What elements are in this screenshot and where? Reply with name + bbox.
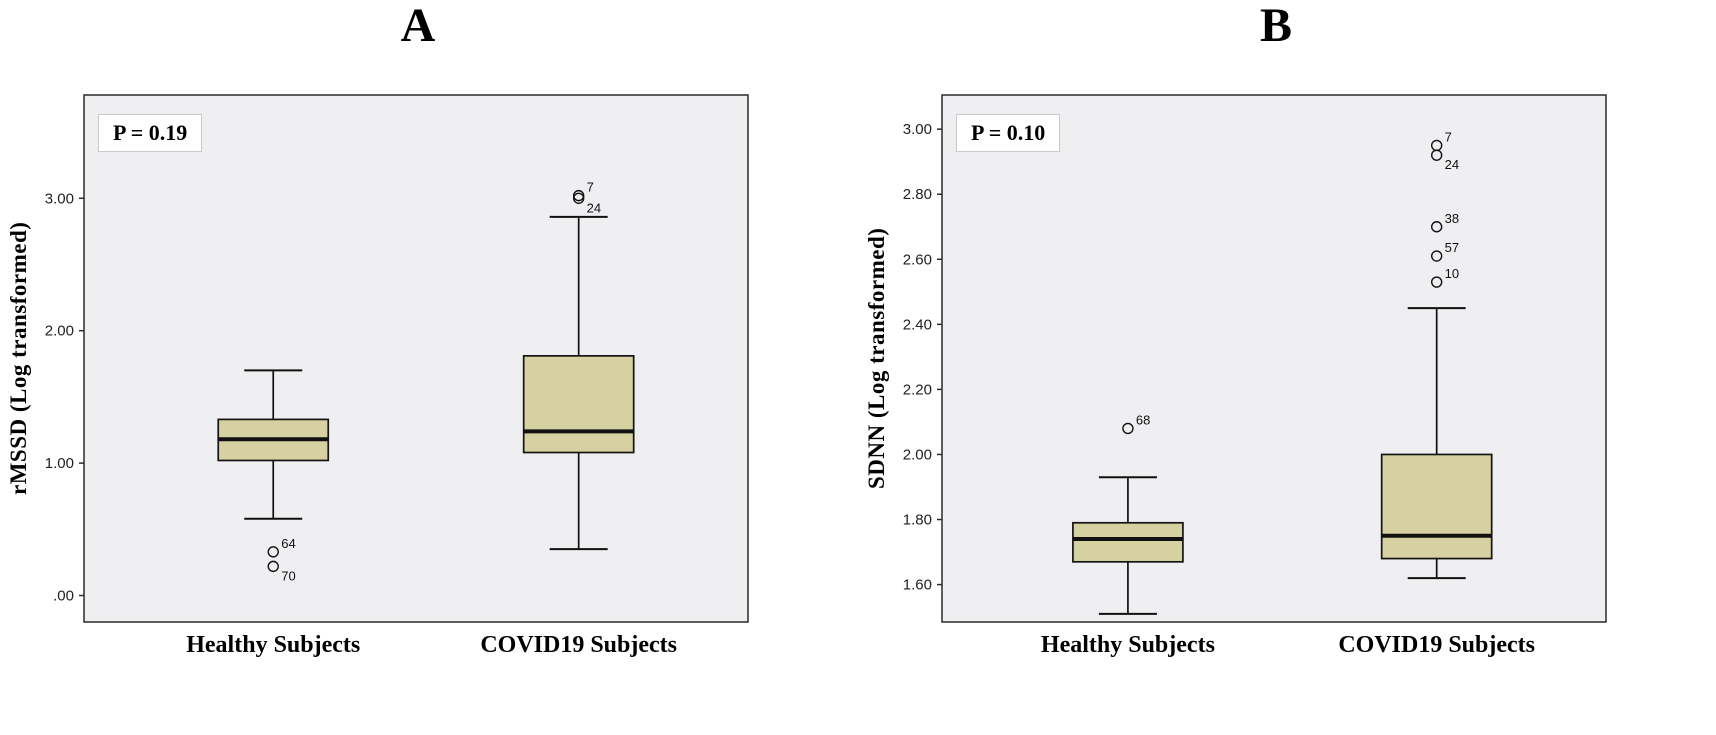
group-covid19-outlier-point <box>572 192 585 204</box>
group-covid19-outlier-label: 24 <box>587 200 601 215</box>
panel-b: B 1.60 1.80 2.00 2.20 2.40 2.60 2.80 3.00 68 7 24 3… <box>858 0 1716 735</box>
group-covid19-outlier-point <box>1430 276 1443 288</box>
group-covid19-outlier-label: 57 <box>1445 240 1459 255</box>
panel-b-boxplot-canvas: 1.60 1.80 2.00 2.20 2.40 2.60 2.80 3.00 68 7 24 38 5… <box>903 94 1607 623</box>
panel-a-title: A <box>400 0 436 52</box>
y-tick-label: 3.00 <box>903 121 932 138</box>
y-tick-label: .00 <box>53 588 74 605</box>
group-healthy-outlier-point <box>267 560 279 573</box>
y-tick-label: 2.00 <box>903 446 932 463</box>
group-covid19-outlier-label: 7 <box>1445 129 1452 144</box>
group-healthy-outlier-label: 70 <box>281 568 295 583</box>
group-covid19-outlier-point <box>1430 221 1443 233</box>
panel-b-category-healthy-subjects: Healthy Subjects <box>1040 632 1215 658</box>
y-tick-label: 2.00 <box>45 323 74 340</box>
group-covid19-outlier-label: 24 <box>1445 157 1459 172</box>
y-tick-label: 3.00 <box>45 190 74 207</box>
panel-a-pvalue-label: P = 0.19 <box>98 114 203 152</box>
group-covid19-outlier-label: 10 <box>1445 266 1459 281</box>
y-tick-label: 1.00 <box>45 455 74 472</box>
group-healthy-outlier-point <box>1122 422 1134 435</box>
group-covid19-outlier-point <box>1430 250 1443 262</box>
y-tick-label: 2.40 <box>903 316 932 333</box>
group-healthy-outlier-label: 64 <box>281 536 295 551</box>
panel-a-boxplot-canvas: .00 1.00 2.00 3.00 64 70 7 24 <box>45 94 749 623</box>
panel-b-pvalue-label: P = 0.10 <box>956 114 1061 152</box>
group-covid19-outlier-label: 7 <box>587 180 594 195</box>
y-tick-label: 2.60 <box>903 251 932 268</box>
y-tick-label: 1.80 <box>903 512 932 529</box>
y-tick-label: 2.80 <box>903 186 932 203</box>
plot-area <box>83 94 749 623</box>
panel-a-category-covid19-subjects: COVID19 Subjects <box>480 632 678 658</box>
group-covid19-outlier-point <box>1430 149 1443 161</box>
panel-b-category-covid19-subjects: COVID19 Subjects <box>1338 632 1536 658</box>
panel-a: A .00 1.00 2.00 3.00 64 70 7 24 rMSSD (Log tran… <box>6 0 749 658</box>
panel-b-y-axis-label: SDNN (Log transformed) <box>864 227 889 490</box>
group-covid19-iqr-box <box>522 355 635 454</box>
group-healthy-iqr-box <box>1072 521 1184 563</box>
y-tick-label: 2.20 <box>903 381 932 398</box>
group-covid19-outlier-label: 38 <box>1445 211 1459 226</box>
group-healthy-outlier-point <box>267 546 279 558</box>
panel-a-y-axis-label: rMSSD (Log transformed) <box>6 221 31 496</box>
group-healthy-outlier-label: 68 <box>1136 412 1150 427</box>
plot-area <box>941 94 1607 623</box>
group-covid19-iqr-box <box>1380 453 1493 560</box>
panel-a-category-healthy-subjects: Healthy Subjects <box>186 632 361 658</box>
y-tick-label: 1.60 <box>903 577 932 594</box>
panel-b-title: B <box>1259 0 1293 52</box>
